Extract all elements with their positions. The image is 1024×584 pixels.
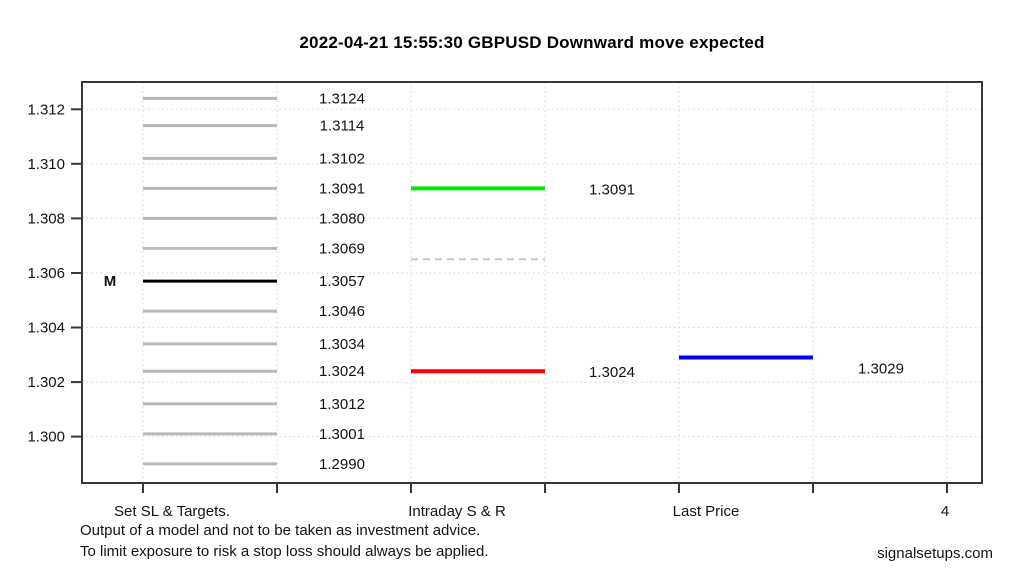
level-price-label: 1.3001 <box>319 426 365 443</box>
level-price-label: 1.3034 <box>319 336 365 353</box>
level-price-label: 1.3024 <box>319 363 365 380</box>
x-axis-label-intraday-sr: Intraday S & R <box>408 503 506 520</box>
median-marker-label: M <box>104 273 117 290</box>
level-price-label: 1.3046 <box>319 303 365 320</box>
level-price-label: 1.3091 <box>319 180 365 197</box>
brand-text: signalsetups.com <box>877 545 993 562</box>
y-tick-label: 1.308 <box>27 210 65 227</box>
level-price-label: 1.3069 <box>319 240 365 257</box>
level-price-label: 1.3114 <box>320 118 365 135</box>
x-axis-label-last-price: Last Price <box>672 503 740 520</box>
level-price-label: 1.2990 <box>319 456 365 473</box>
level-price-label: 1.3080 <box>319 210 365 227</box>
plot-border <box>81 81 983 484</box>
last-price-label: 1.3029 <box>858 361 904 378</box>
chart-title: 2022-04-21 15:55:30 GBPUSD Downward move… <box>299 33 765 52</box>
disclaimer-line-2: To limit exposure to risk a stop loss sh… <box>80 543 489 560</box>
disclaimer-line-1: Output of a model and not to be taken as… <box>80 522 481 539</box>
y-tick-label: 1.310 <box>27 156 65 173</box>
x-axis-label-sl-targets: Set SL & Targets. <box>114 503 230 520</box>
level-price-label: 1.3102 <box>319 150 365 167</box>
y-tick-label: 1.300 <box>27 429 65 446</box>
level-price-label: 1.3012 <box>319 396 365 413</box>
level-price-label: 1.3124 <box>319 90 365 107</box>
x-axis-label-4: 4 <box>940 503 950 520</box>
y-tick-label: 1.306 <box>27 265 65 282</box>
sr-price-label: 1.3091 <box>589 181 635 198</box>
y-tick-label: 1.312 <box>27 101 65 118</box>
y-tick-label: 1.304 <box>27 320 65 337</box>
sr-price-label: 1.3024 <box>589 364 635 381</box>
level-price-label: 1.3057 <box>319 273 365 290</box>
y-tick-label: 1.302 <box>27 374 65 391</box>
